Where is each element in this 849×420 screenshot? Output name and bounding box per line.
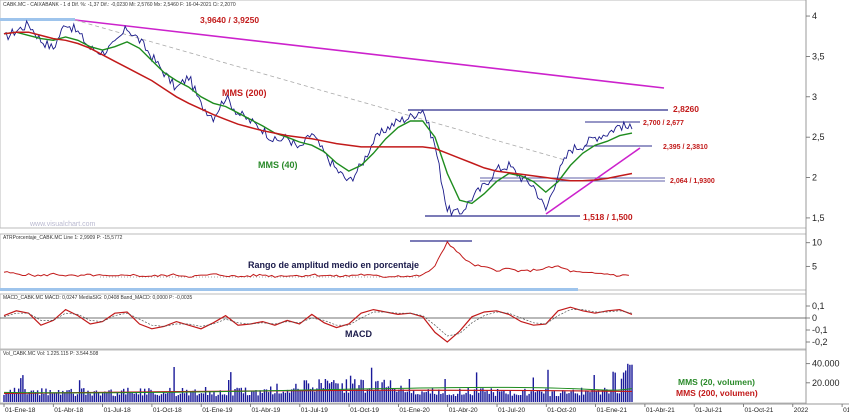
x-tick-label: 01-Ene-21 (597, 407, 628, 414)
volume-header: Vol_CABK.MC Vol: 1.225.115 P: 3.544.508 (3, 351, 98, 357)
macd-series-layer (0, 306, 806, 343)
downtrend-line (74, 19, 665, 89)
x-tick-label: 01-Abr-21 (646, 407, 675, 414)
atr-band (0, 288, 578, 291)
price-panel (0, 0, 807, 229)
volume-series-layer (3, 363, 633, 402)
price-series-layer (3, 19, 633, 217)
x-tick-label: 01-Jul-21 (695, 407, 722, 414)
atr-line (3, 240, 629, 278)
label-mms40: MMS (40) (258, 160, 298, 170)
x-tick-label: 01-Oct-21 (745, 407, 774, 414)
x-tick-label: 01-Oct-18 (153, 407, 182, 414)
resistance-band (0, 18, 75, 21)
price-tick-label: 1,5 (812, 213, 825, 223)
watermark: www.visualchart.com (29, 221, 96, 228)
x-tick-label: 01-Oct-19 (350, 407, 379, 414)
price-tick-label: 2 (812, 173, 817, 183)
mms200-line (3, 31, 633, 182)
uptrend-line (545, 147, 641, 215)
x-tick-label: 01-Ene-20 (399, 407, 430, 414)
atr-series-layer (3, 240, 629, 278)
macd-title: MACD (345, 329, 372, 339)
macd-tick-label: -0,2 (812, 337, 828, 347)
mms40-line (3, 31, 633, 205)
x-tick-label: 2022 (794, 407, 809, 414)
atr-header: ATRPorcentaje_CABK.MC Line 1: 2,9909 P: … (3, 235, 123, 241)
macd-tick-label: -0,1 (812, 325, 828, 335)
x-tick-label: 01-Jul-18 (104, 407, 131, 414)
x-tick-label: 01-Ene-18 (5, 407, 36, 414)
annotation-2064: 2,064 / 1,9300 (670, 178, 715, 185)
macd-tick-label: 0 (812, 313, 817, 323)
x-tick-label: 01-Ene-2 (843, 407, 849, 414)
dashed-trendline (74, 19, 566, 161)
annotation-3964: 3,9640 / 3,9250 (200, 15, 259, 25)
x-tick-label: 01-Ene-19 (202, 407, 233, 414)
label-vol-mms20: MMS (20, volumen) (678, 377, 755, 387)
volume-mms20-line (3, 386, 633, 394)
macd-header: MACD_CABK.MC MACD: 0,0247 MediaSIG: 0,04… (3, 295, 192, 301)
price-tick-label: 4 (812, 11, 817, 21)
x-tick-label: 01-Oct-20 (547, 407, 576, 414)
macd-panel (0, 293, 807, 350)
macd-signal-line (3, 309, 633, 337)
volume-tick-label: 40.000 (812, 359, 840, 369)
x-tick-label: 01-Jul-19 (301, 407, 328, 414)
volume-tick-label: 20.000 (812, 378, 840, 388)
macd-line (3, 306, 633, 343)
price-tick-label: 2,5 (812, 132, 825, 142)
x-tick-label: 01-Abr-19 (252, 407, 281, 414)
atr-title: Rango de amplitud medio en porcentaje (248, 260, 419, 270)
x-tick-label: 01-Jul-20 (498, 407, 525, 414)
annotation-2700: 2,700 / 2,677 (643, 120, 684, 127)
annotation-2826: 2,8260 (673, 104, 699, 114)
atr-tick-label: 5 (812, 261, 817, 271)
axes-layer: 4 3,5 3 2,5 2 1,5 10 5 0,1 0 -0,1 -0,2 40.000 20.000 0… (3, 11, 849, 414)
label-mms200: MMS (200) (222, 88, 267, 98)
price-tick-label: 3 (812, 92, 817, 102)
x-tick-label: 01-Abr-18 (54, 407, 83, 414)
macd-tick-label: 0,1 (812, 301, 825, 311)
atr-tick-label: 10 (812, 238, 822, 248)
x-tick-label: 01-Abr-20 (449, 407, 478, 414)
price-header: CABK.MC - CAIXABANK - 1 d Dif. %: -1,37 … (3, 2, 236, 8)
label-vol-mms200: MMS (200, volumen) (676, 388, 758, 398)
price-tick-label: 3,5 (812, 51, 825, 61)
annotation-1518: 1,518 / 1,500 (583, 212, 633, 222)
annotation-2395: 2,395 / 2,3810 (663, 144, 708, 151)
